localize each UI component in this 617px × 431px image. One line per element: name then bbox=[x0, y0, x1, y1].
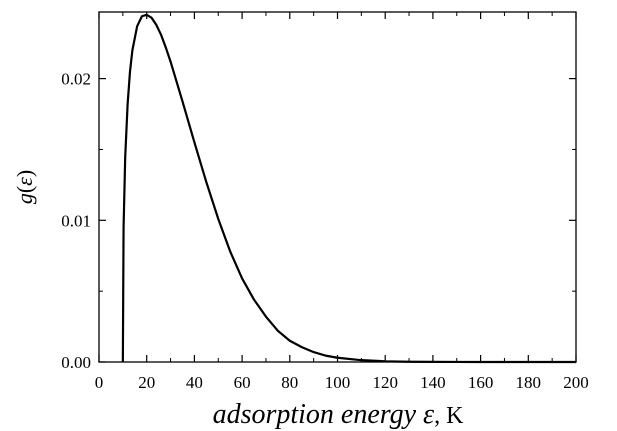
x-tick-label: 0 bbox=[95, 373, 104, 392]
x-tick-label: 20 bbox=[138, 373, 155, 392]
x-tick-label: 200 bbox=[563, 373, 589, 392]
distribution-curve bbox=[121, 13, 577, 364]
x-tick-label: 140 bbox=[420, 373, 446, 392]
x-tick-label: 60 bbox=[234, 373, 251, 392]
x-axis-title: adsorption energy ε, K bbox=[213, 399, 465, 430]
y-axis-title: g)(ε) bbox=[12, 170, 37, 204]
y-tick-label: 0.02 bbox=[61, 70, 91, 89]
x-ticks: 0 20 40 60 80 100 120 140 160 180 200 bbox=[95, 12, 589, 392]
x-tick-label: 80 bbox=[281, 373, 298, 392]
x-tick-label: 160 bbox=[468, 373, 494, 392]
x-tick-label: 120 bbox=[372, 373, 398, 392]
y-ticks: 0.00 0.01 0.02 bbox=[61, 70, 576, 372]
y-tick-label: 0.00 bbox=[61, 353, 91, 372]
y-tick-label: 0.01 bbox=[61, 211, 91, 230]
x-tick-label: 40 bbox=[186, 373, 203, 392]
x-tick-label: 180 bbox=[516, 373, 542, 392]
x-tick-label: 100 bbox=[325, 373, 351, 392]
